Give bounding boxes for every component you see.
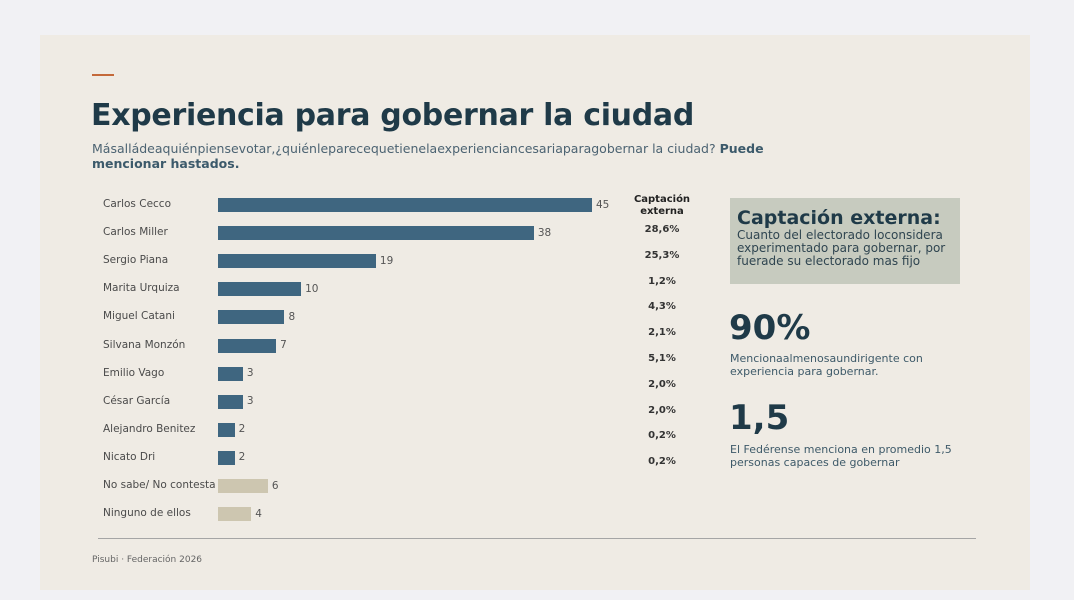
captacion-value: 2,1% xyxy=(648,327,676,339)
bar xyxy=(218,479,268,493)
bar-label: Silvana Monzón xyxy=(103,338,186,351)
bar xyxy=(218,282,302,297)
captacion-value: 28,6% xyxy=(644,224,680,235)
footer-divider xyxy=(98,538,976,539)
bar-value-label: 10 xyxy=(305,282,319,295)
captacion-definition-box: Captación externa: Cuanto del electorado… xyxy=(730,198,960,284)
stat-90-value: 90% xyxy=(729,308,811,348)
captacion-value: 2,0% xyxy=(648,378,676,390)
captacion-box-text: Cuanto del electorado loconsidera experi… xyxy=(737,228,946,268)
bar xyxy=(218,338,277,353)
subtitle-question: Másalládeaquiénpiensevotar,¿quiénleparec… xyxy=(92,141,716,156)
bar xyxy=(218,450,235,465)
bar-label: Nicato Dri xyxy=(103,450,156,463)
captacion-value: 5,1% xyxy=(648,353,676,364)
captacion-value: 1,2% xyxy=(648,275,676,287)
captacion-box-title: Captación externa: xyxy=(737,207,941,229)
bar xyxy=(218,226,534,241)
captacion-column-header: Captación externa xyxy=(633,194,691,217)
bar xyxy=(218,198,592,212)
bar-value-label: 3 xyxy=(246,367,254,380)
bar-value-label: 2 xyxy=(238,451,246,464)
bar-label: No sabe/ No contesta xyxy=(103,479,216,491)
captacion-value: 2,0% xyxy=(648,404,676,416)
bar xyxy=(218,422,235,437)
bar-label: Carlos Cecco xyxy=(103,198,171,210)
bar xyxy=(218,507,252,522)
bar-label: Ninguno de ellos xyxy=(103,507,191,520)
bar-label: Marita Urquiza xyxy=(103,282,180,295)
stat-90-text: Mencionaalmenosaundirigente con experien… xyxy=(730,352,923,378)
bar-label: Alejandro Benitez xyxy=(103,422,196,435)
bar-label: Carlos Miller xyxy=(103,226,168,239)
bar-value-label: 6 xyxy=(271,479,279,492)
bar-label: César García xyxy=(103,394,171,407)
subtitle-instruction: Puede mencionar hastados. xyxy=(92,141,764,171)
bar-label: Emilio Vago xyxy=(103,366,165,379)
title-accent-line xyxy=(92,74,114,76)
page-subtitle: Másalládeaquiénpiensevotar,¿quiénleparec… xyxy=(92,141,812,171)
bar xyxy=(218,366,243,381)
bar-value-label: 8 xyxy=(288,310,296,323)
captacion-value: 0,2% xyxy=(648,456,676,468)
bar-value-label: 2 xyxy=(238,423,246,436)
captacion-value: 0,2% xyxy=(648,430,676,442)
bar-value-label: 3 xyxy=(246,395,254,408)
source-note: Pisubi · Federación 2026 xyxy=(92,555,203,565)
bar-value-label: 19 xyxy=(379,254,394,267)
bar xyxy=(218,394,243,409)
slide-canvas: Experiencia para gobernar la ciudad Mása… xyxy=(40,35,1030,590)
bar-value-label: 45 xyxy=(596,198,610,211)
bar xyxy=(218,254,376,269)
bar-value-label: 7 xyxy=(280,339,287,351)
bar-label: Miguel Catani xyxy=(103,310,175,323)
stat-average-value: 1,5 xyxy=(729,398,790,438)
stat-average-text: El Fedérense menciona en promedio 1,5 pe… xyxy=(730,443,952,469)
page-title: Experiencia para gobernar la ciudad xyxy=(91,98,695,133)
bar-value-label: 38 xyxy=(537,226,552,239)
captacion-value: 25,3% xyxy=(644,249,680,261)
bar-value-label: 4 xyxy=(255,507,262,520)
captacion-value: 4,3% xyxy=(648,301,676,313)
bar-label: Sergio Piana xyxy=(103,254,169,267)
bar xyxy=(218,310,285,325)
